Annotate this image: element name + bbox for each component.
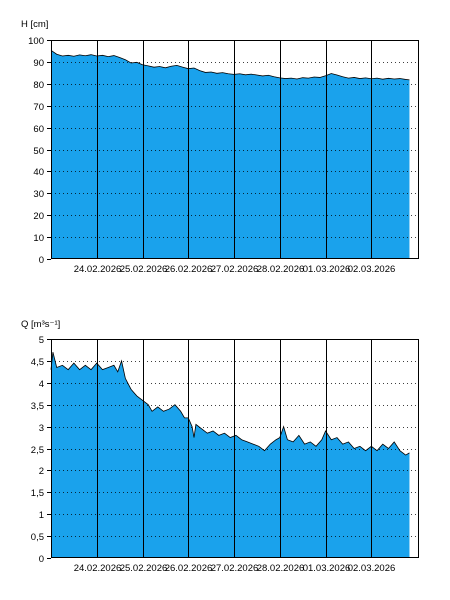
x-tick-label: 28.02.2026: [257, 264, 305, 275]
x-tick-label: 27.02.2026: [211, 563, 259, 574]
y-tick-label: 40: [33, 167, 44, 178]
x-tick-label: 24.02.2026: [74, 264, 122, 275]
series-line: [50, 352, 410, 456]
x-tick-label: 27.02.2026: [211, 264, 259, 275]
y-tick-label: 1: [39, 510, 44, 521]
y-tick-label: 20: [33, 211, 44, 222]
x-tick-label: 24.02.2026: [74, 563, 122, 574]
x-tick-label: 26.02.2026: [165, 563, 213, 574]
y-tick-label: 0,5: [31, 532, 44, 543]
x-tick-label: 01.03.2026: [303, 264, 351, 275]
y-tick-label: 3,5: [31, 401, 44, 412]
y-tick-label: 3: [39, 423, 44, 434]
water-level-chart: 0 10 20 30 40 50 60 70 80 90 100 24.02.202625.02.20…: [21, 19, 419, 275]
y-tick-label: 70: [33, 102, 44, 113]
x-tick-label: 25.02.2026: [120, 264, 168, 275]
y-tick-label: 2: [39, 466, 44, 477]
x-tick-label: 28.02.2026: [257, 563, 305, 574]
y-tick-label: 50: [33, 146, 44, 157]
y-axis-label: Q [m³s⁻¹]: [21, 319, 60, 330]
y-tick-label: 100: [28, 36, 44, 47]
x-tick-label: 25.02.2026: [120, 563, 168, 574]
y-tick-label: 0: [39, 255, 44, 266]
y-tick-label: 4,5: [31, 357, 44, 368]
y-tick-label: 0: [39, 554, 44, 565]
y-tick-label: 90: [33, 58, 44, 69]
series-area: [51, 352, 410, 558]
y-tick-label: 1,5: [31, 488, 44, 499]
y-axis-label: H [cm]: [21, 19, 48, 30]
y-tick-label: 30: [33, 189, 44, 200]
y-tick-label: 5: [39, 335, 44, 346]
y-tick-label: 80: [33, 80, 44, 91]
x-tick-label: 02.03.2026: [348, 563, 396, 574]
y-tick-label: 2,5: [31, 445, 44, 456]
series-line: [50, 49, 410, 81]
discharge-chart: 0 0,5 1 1,5 2 2,5 3 3,5 4 4,5 5 24.02.202625.02.202…: [21, 319, 419, 574]
x-tick-label: 01.03.2026: [303, 563, 351, 574]
plot-frame: [51, 339, 419, 558]
y-tick-label: 60: [33, 124, 44, 135]
y-tick-label: 4: [39, 379, 44, 390]
y-tick-label: 10: [33, 233, 44, 244]
x-tick-label: 26.02.2026: [165, 264, 213, 275]
plot-frame: [51, 40, 419, 259]
series-area: [51, 50, 410, 259]
x-tick-label: 02.03.2026: [348, 264, 396, 275]
